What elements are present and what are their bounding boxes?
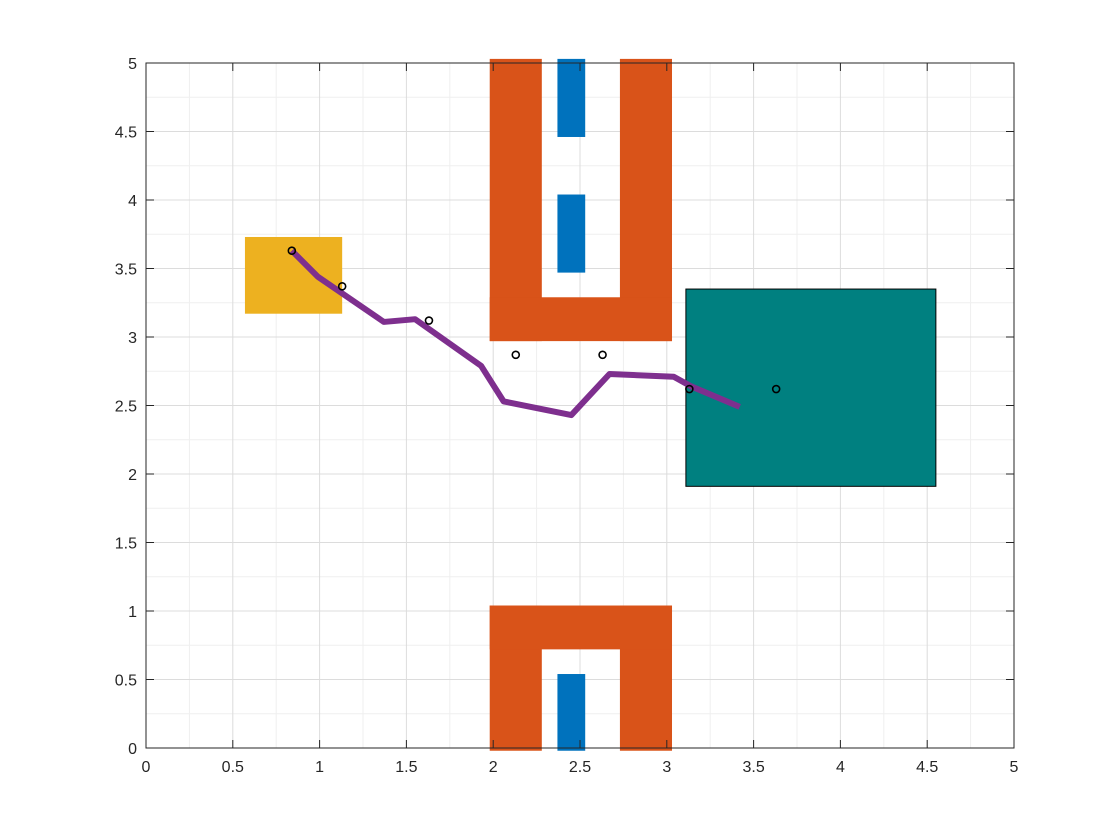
y-tick-label: 1 [128, 604, 137, 621]
y-tick-label: 4 [128, 193, 137, 210]
waypoint-marker [511, 350, 521, 360]
trajectory-layer [289, 248, 741, 419]
obstacle-rect [489, 297, 673, 342]
x-tick-label: 1.5 [395, 759, 417, 776]
y-tick-label: 2 [128, 467, 137, 484]
y-tick-label: 0 [128, 741, 137, 758]
x-tick-label: 0.5 [222, 759, 244, 776]
x-tick-label: 5 [1010, 759, 1019, 776]
inner-obstacle-rect [557, 58, 586, 137]
x-tick-label: 2.5 [569, 759, 591, 776]
inner-obstacle-rect [557, 194, 586, 273]
x-tick-label: 3 [662, 759, 671, 776]
waypoint-marker [685, 384, 694, 394]
trajectory-line [289, 248, 741, 419]
obstacle-rect [489, 605, 673, 650]
obstacle-rect [619, 58, 673, 342]
x-tick-label: 1 [315, 759, 324, 776]
y-tick-label: 0.5 [115, 673, 137, 690]
waypoints-layer [287, 246, 781, 394]
y-tick-label: 3.5 [115, 262, 137, 279]
tick-marks [145, 62, 1015, 749]
y-tick-label: 2.5 [115, 399, 137, 416]
y-tick-label: 4.5 [115, 125, 137, 142]
x-tick-label: 3.5 [742, 759, 764, 776]
waypoint-marker [598, 350, 607, 360]
y-tick-label: 3 [128, 330, 137, 347]
x-tick-label: 4 [836, 759, 845, 776]
waypoint-marker [424, 316, 434, 325]
waypoint-marker [771, 384, 781, 394]
x-tick-label: 4.5 [916, 759, 938, 776]
x-tick-labels: 0 0.5 1 1.5 2 2.5 3 3.5 4 4.5 5 [142, 759, 1019, 776]
waypoint-marker [287, 246, 297, 255]
obstacle-rect [489, 58, 542, 342]
y-tick-label: 5 [128, 56, 137, 73]
waypoint-marker [337, 282, 347, 291]
y-tick-label: 1.5 [115, 536, 137, 553]
goal-region-rect [685, 288, 937, 487]
y-tick-labels: 0 0.5 1 1.5 2 2.5 3 3.5 4 4.5 5 [115, 56, 137, 758]
x-tick-label: 0 [142, 759, 151, 776]
inner-obstacle-rect [557, 674, 586, 751]
regions-layer [244, 58, 937, 751]
x-tick-label: 2 [489, 759, 498, 776]
